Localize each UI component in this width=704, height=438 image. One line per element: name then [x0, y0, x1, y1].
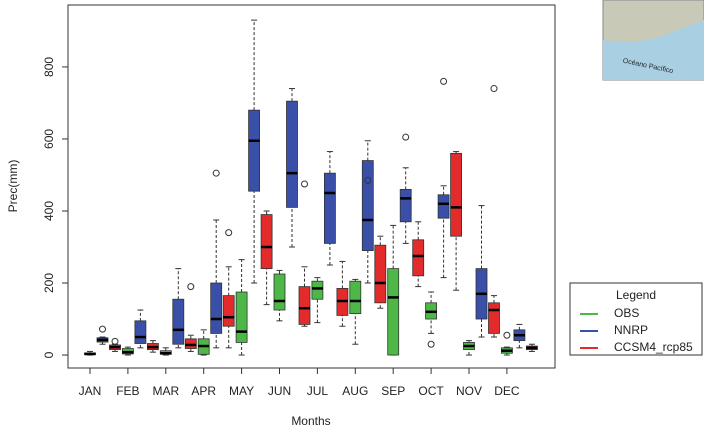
x-tick-label: JUN	[268, 384, 291, 398]
x-tick-label: OCT	[418, 384, 444, 398]
outlier	[428, 341, 434, 347]
outlier	[302, 181, 308, 187]
box	[388, 269, 399, 355]
x-tick-label: MAY	[229, 384, 254, 398]
x-tick-label: MAR	[152, 384, 179, 398]
y-tick-label: 0	[42, 351, 56, 358]
box	[324, 173, 335, 243]
x-tick-label: APR	[191, 384, 216, 398]
y-tick-label: 200	[42, 273, 56, 293]
y-tick-label: 800	[42, 57, 56, 77]
box	[312, 281, 323, 299]
box	[287, 101, 298, 207]
box	[451, 153, 462, 236]
box	[413, 240, 424, 276]
box	[489, 303, 500, 334]
x-tick-label: AUG	[342, 384, 368, 398]
chart: Océano Pacífico Months Prec(mm) Legend 0…	[0, 0, 704, 438]
outlier	[100, 326, 106, 332]
outlier	[112, 338, 118, 344]
legend-label: OBS	[614, 306, 639, 320]
box	[350, 281, 361, 313]
x-tick-label: NOV	[456, 384, 482, 398]
box	[299, 287, 310, 325]
outlier	[226, 230, 232, 236]
x-axis-label: Months	[291, 414, 330, 428]
y-tick-label: 400	[42, 201, 56, 221]
x-tick-label: SEP	[381, 384, 405, 398]
box	[400, 189, 411, 221]
box	[135, 321, 146, 344]
box	[438, 195, 449, 218]
outlier	[213, 170, 219, 176]
x-tick-label: JUL	[307, 384, 329, 398]
outlier	[441, 78, 447, 84]
outlier	[491, 86, 497, 92]
x-tick-label: DEC	[494, 384, 520, 398]
x-tick-label: FEB	[116, 384, 139, 398]
box	[211, 283, 222, 333]
box	[261, 215, 272, 269]
box	[274, 274, 285, 310]
box	[375, 245, 386, 303]
legend-title: Legend	[616, 288, 656, 302]
box	[362, 161, 373, 251]
box	[223, 296, 234, 327]
box	[249, 110, 260, 191]
y-tick-label: 600	[42, 129, 56, 149]
y-axis-label: Prec(mm)	[6, 160, 20, 213]
legend-label: NNRP	[614, 323, 648, 337]
box	[236, 292, 247, 342]
outlier	[504, 332, 510, 338]
box	[173, 299, 184, 344]
outlier	[403, 134, 409, 140]
x-tick-label: JAN	[79, 384, 102, 398]
outlier	[188, 284, 194, 290]
legend-label: CCSM4_rcp85	[614, 340, 693, 354]
box	[185, 339, 196, 349]
